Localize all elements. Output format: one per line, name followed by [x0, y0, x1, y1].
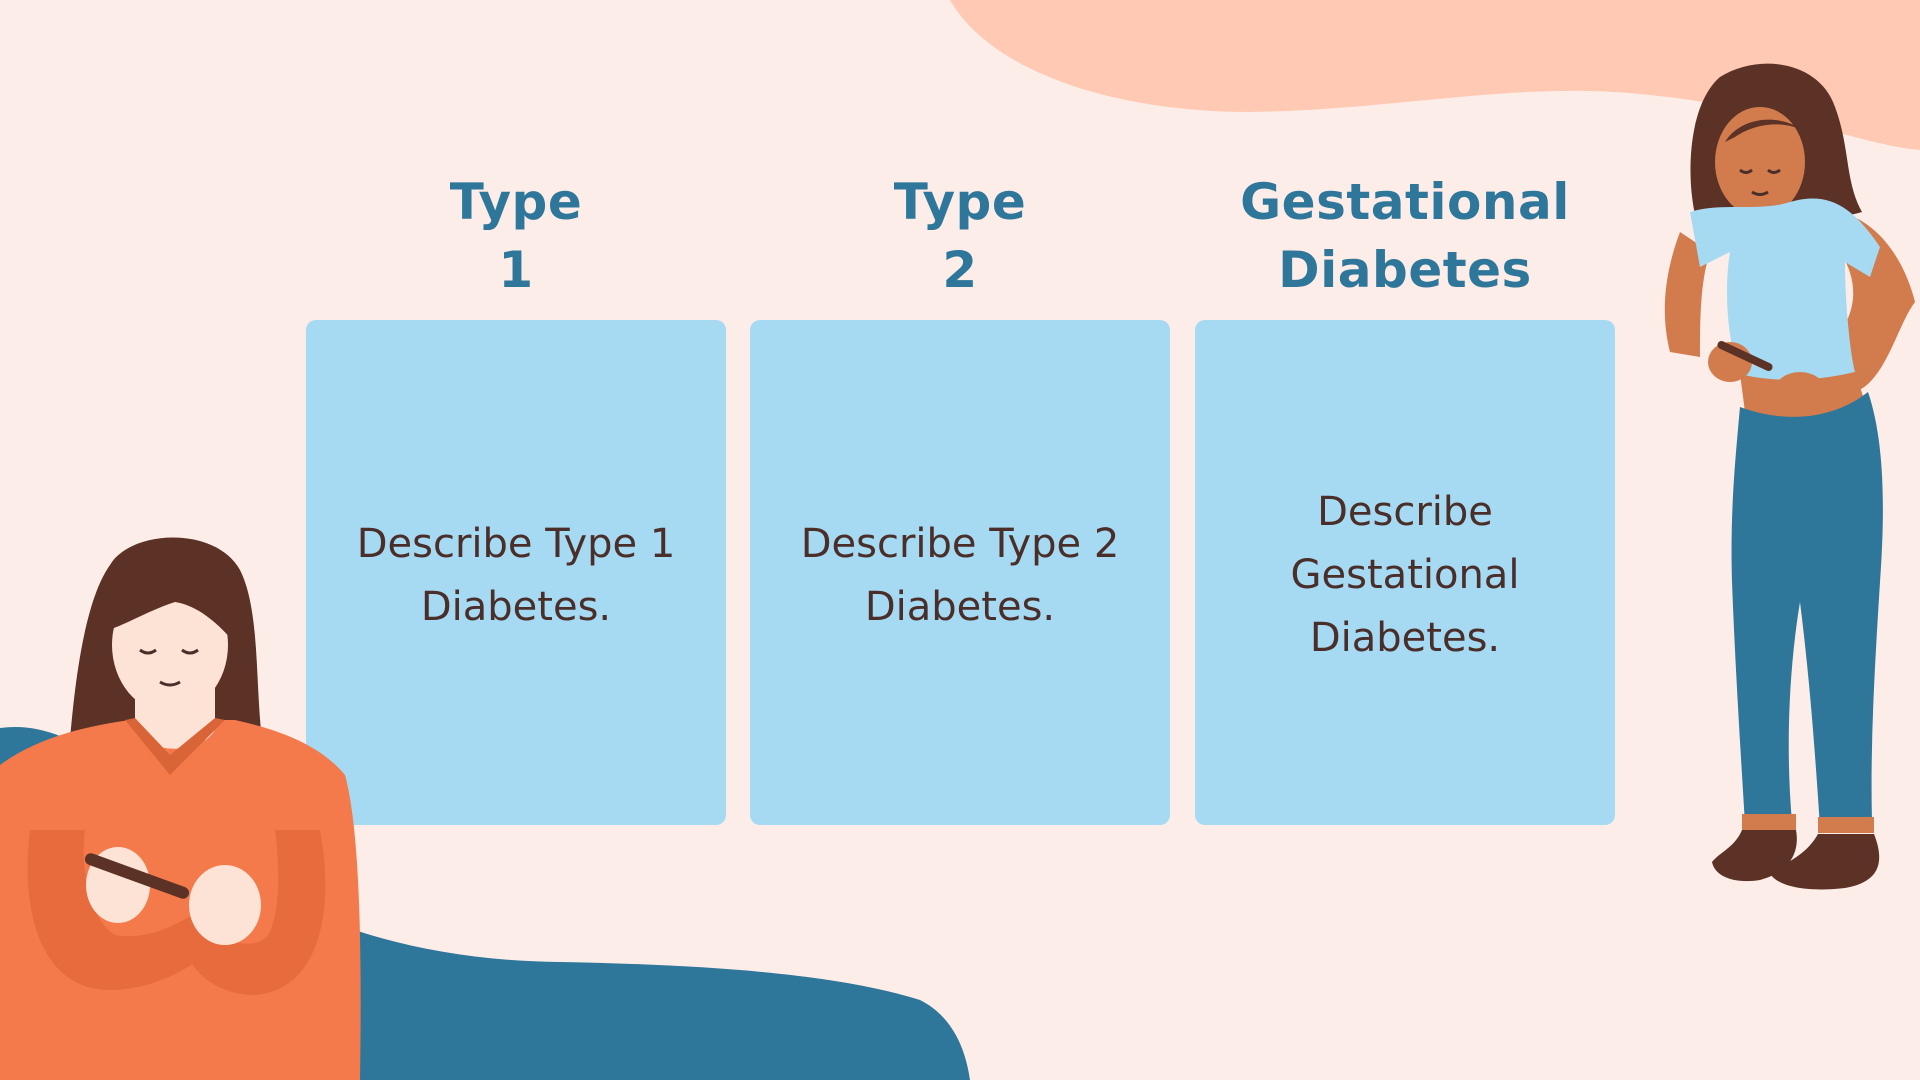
card-description: Describe Type 2 Diabetes.: [800, 520, 1120, 630]
column-title-line2: 1: [498, 241, 534, 299]
card-type-1: Describe Type 1 Diabetes.: [306, 320, 726, 825]
peach-blob-top-right: [950, 0, 1920, 150]
column-title-gestational: Gestational Diabetes: [1195, 168, 1615, 304]
column-title-line1: Type: [449, 173, 583, 231]
column-title-line1: Gestational: [1240, 173, 1570, 231]
card-description: Describe Type 1 Diabetes.: [356, 520, 676, 630]
column-title-line2: 2: [942, 241, 978, 299]
card-type-2: Describe Type 2 Diabetes.: [750, 320, 1170, 825]
woman-with-insulin-pen-left-icon: [0, 537, 361, 1080]
column-title-line1: Type: [893, 173, 1027, 231]
card-gestational: Describe Gestational Diabetes.: [1195, 320, 1615, 825]
card-description: Describe Gestational Diabetes.: [1290, 489, 1520, 661]
column-title-line2: Diabetes: [1278, 241, 1532, 299]
woman-injecting-insulin-right-icon: [1664, 63, 1915, 890]
column-title-type-1: Type 1: [306, 168, 726, 304]
column-title-type-2: Type 2: [750, 168, 1170, 304]
